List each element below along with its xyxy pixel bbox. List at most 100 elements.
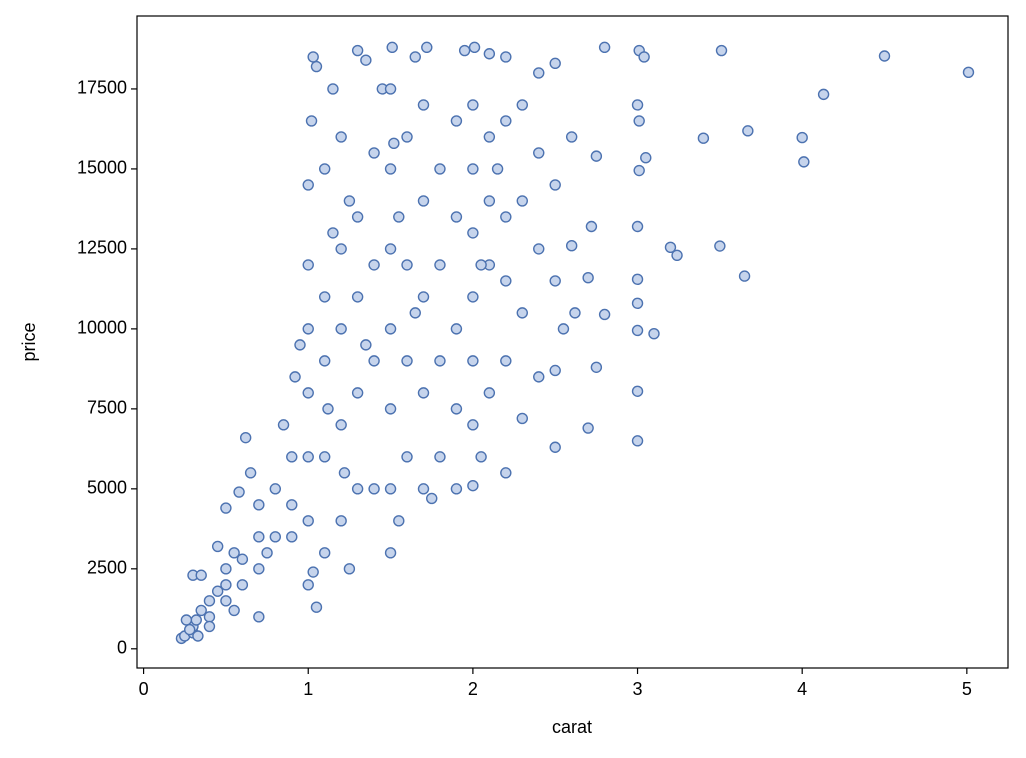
point [798,156,810,168]
point [327,83,339,95]
point [817,88,830,101]
point [261,547,273,559]
point [796,131,808,144]
point [500,275,512,287]
point [236,579,249,591]
point [475,259,487,271]
point [289,371,301,383]
point [467,163,479,175]
point [491,163,504,175]
point [742,125,754,137]
point [211,540,224,553]
point [417,99,430,111]
y-tick-label: 12500 [77,238,127,258]
point [343,195,356,207]
point [468,41,481,54]
point [305,115,318,127]
point [286,451,298,463]
point [417,195,430,207]
point [631,99,644,111]
point [335,515,347,527]
point [203,620,216,633]
point [335,131,347,143]
y-tick-label: 0 [117,638,127,658]
point [220,579,232,591]
point [516,412,528,425]
point [483,387,496,399]
point [351,387,364,399]
point [878,50,891,62]
point [500,115,512,127]
point [549,57,561,70]
point [211,585,224,597]
point [467,419,479,431]
point [421,41,433,54]
point [450,403,463,415]
x-tick-label: 0 [139,679,149,699]
point [233,486,245,498]
point [631,220,644,233]
point [590,361,603,373]
y-tick-label: 5000 [87,478,127,498]
point [467,479,479,492]
point [549,179,561,191]
point [533,147,545,159]
point [351,211,364,223]
point [633,115,645,127]
point [467,227,479,239]
point [253,563,265,575]
point [368,259,380,271]
point [533,67,545,79]
point [500,467,512,479]
point [253,531,265,543]
point [565,240,578,252]
point [310,60,323,73]
point [417,387,430,399]
point [286,499,298,511]
point [401,131,413,143]
point [738,270,751,282]
point [319,355,331,367]
point [549,275,561,287]
point [338,467,351,479]
point [631,273,644,285]
point [417,291,430,303]
point [244,467,257,479]
point [516,99,528,111]
y-tick-label: 17500 [77,78,127,98]
point [715,44,728,57]
point [343,563,356,575]
point [434,259,446,271]
y-tick-label: 2500 [87,558,127,578]
point [516,195,528,207]
point [368,147,380,159]
point [302,179,314,191]
point [475,451,487,463]
point [500,355,512,367]
point [351,483,364,495]
y-tick-label: 7500 [87,398,127,418]
point [458,44,471,57]
point [401,259,413,271]
point [962,66,975,79]
point [393,515,405,527]
point [585,220,598,233]
point [671,249,683,262]
point [384,323,397,335]
point [286,531,298,543]
point [236,553,249,565]
point [180,614,193,626]
x-tick-label: 2 [468,679,478,699]
point [386,41,398,54]
point [302,515,314,527]
point [351,291,364,303]
point [582,422,594,434]
point [549,441,561,453]
point [450,323,463,335]
point [192,630,204,642]
point [483,48,496,60]
point [319,547,331,559]
point [549,364,561,377]
